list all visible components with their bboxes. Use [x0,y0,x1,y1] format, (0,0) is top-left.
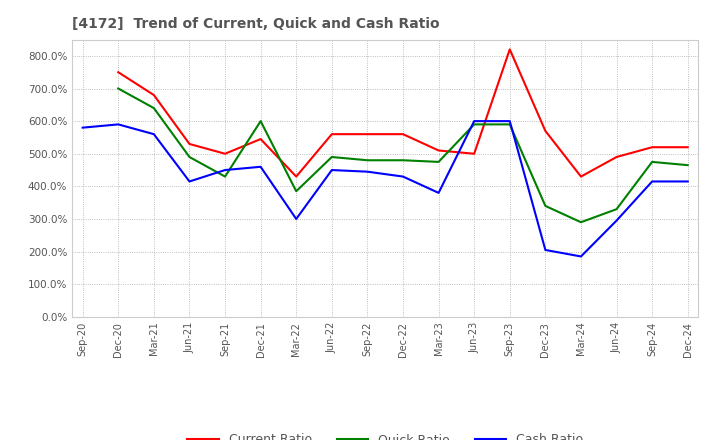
Cash Ratio [577,254,585,259]
Cash Ratio [399,174,408,179]
Current Ratio [399,132,408,137]
Current Ratio [541,128,549,134]
Cash Ratio [648,179,657,184]
Quick Ratio [114,86,122,91]
Current Ratio [577,174,585,179]
Cash Ratio [505,118,514,124]
Current Ratio [150,92,158,98]
Current Ratio [292,174,300,179]
Cash Ratio [78,125,87,130]
Quick Ratio [256,118,265,124]
Line: Cash Ratio: Cash Ratio [83,121,688,257]
Current Ratio [363,132,372,137]
Current Ratio [114,70,122,75]
Quick Ratio [292,189,300,194]
Cash Ratio [292,216,300,222]
Quick Ratio [328,154,336,160]
Quick Ratio [648,159,657,165]
Cash Ratio [683,179,692,184]
Quick Ratio [363,158,372,163]
Quick Ratio [541,203,549,209]
Cash Ratio [221,167,230,172]
Cash Ratio [328,167,336,172]
Line: Quick Ratio: Quick Ratio [118,88,688,222]
Current Ratio [470,151,479,156]
Current Ratio [221,151,230,156]
Cash Ratio [114,122,122,127]
Current Ratio [648,145,657,150]
Cash Ratio [470,118,479,124]
Current Ratio [328,132,336,137]
Cash Ratio [363,169,372,174]
Cash Ratio [434,190,443,195]
Line: Current Ratio: Current Ratio [118,49,688,176]
Quick Ratio [683,162,692,168]
Quick Ratio [399,158,408,163]
Current Ratio [256,136,265,142]
Quick Ratio [612,206,621,212]
Current Ratio [505,47,514,52]
Quick Ratio [470,122,479,127]
Quick Ratio [505,122,514,127]
Cash Ratio [256,164,265,169]
Current Ratio [683,145,692,150]
Cash Ratio [150,132,158,137]
Quick Ratio [434,159,443,165]
Quick Ratio [221,174,230,179]
Cash Ratio [612,218,621,223]
Quick Ratio [150,106,158,111]
Cash Ratio [185,179,194,184]
Quick Ratio [185,154,194,160]
Current Ratio [612,154,621,160]
Quick Ratio [577,220,585,225]
Text: [4172]  Trend of Current, Quick and Cash Ratio: [4172] Trend of Current, Quick and Cash … [72,18,440,32]
Current Ratio [185,141,194,147]
Legend: Current Ratio, Quick Ratio, Cash Ratio: Current Ratio, Quick Ratio, Cash Ratio [182,429,588,440]
Current Ratio [434,148,443,153]
Cash Ratio [541,247,549,253]
